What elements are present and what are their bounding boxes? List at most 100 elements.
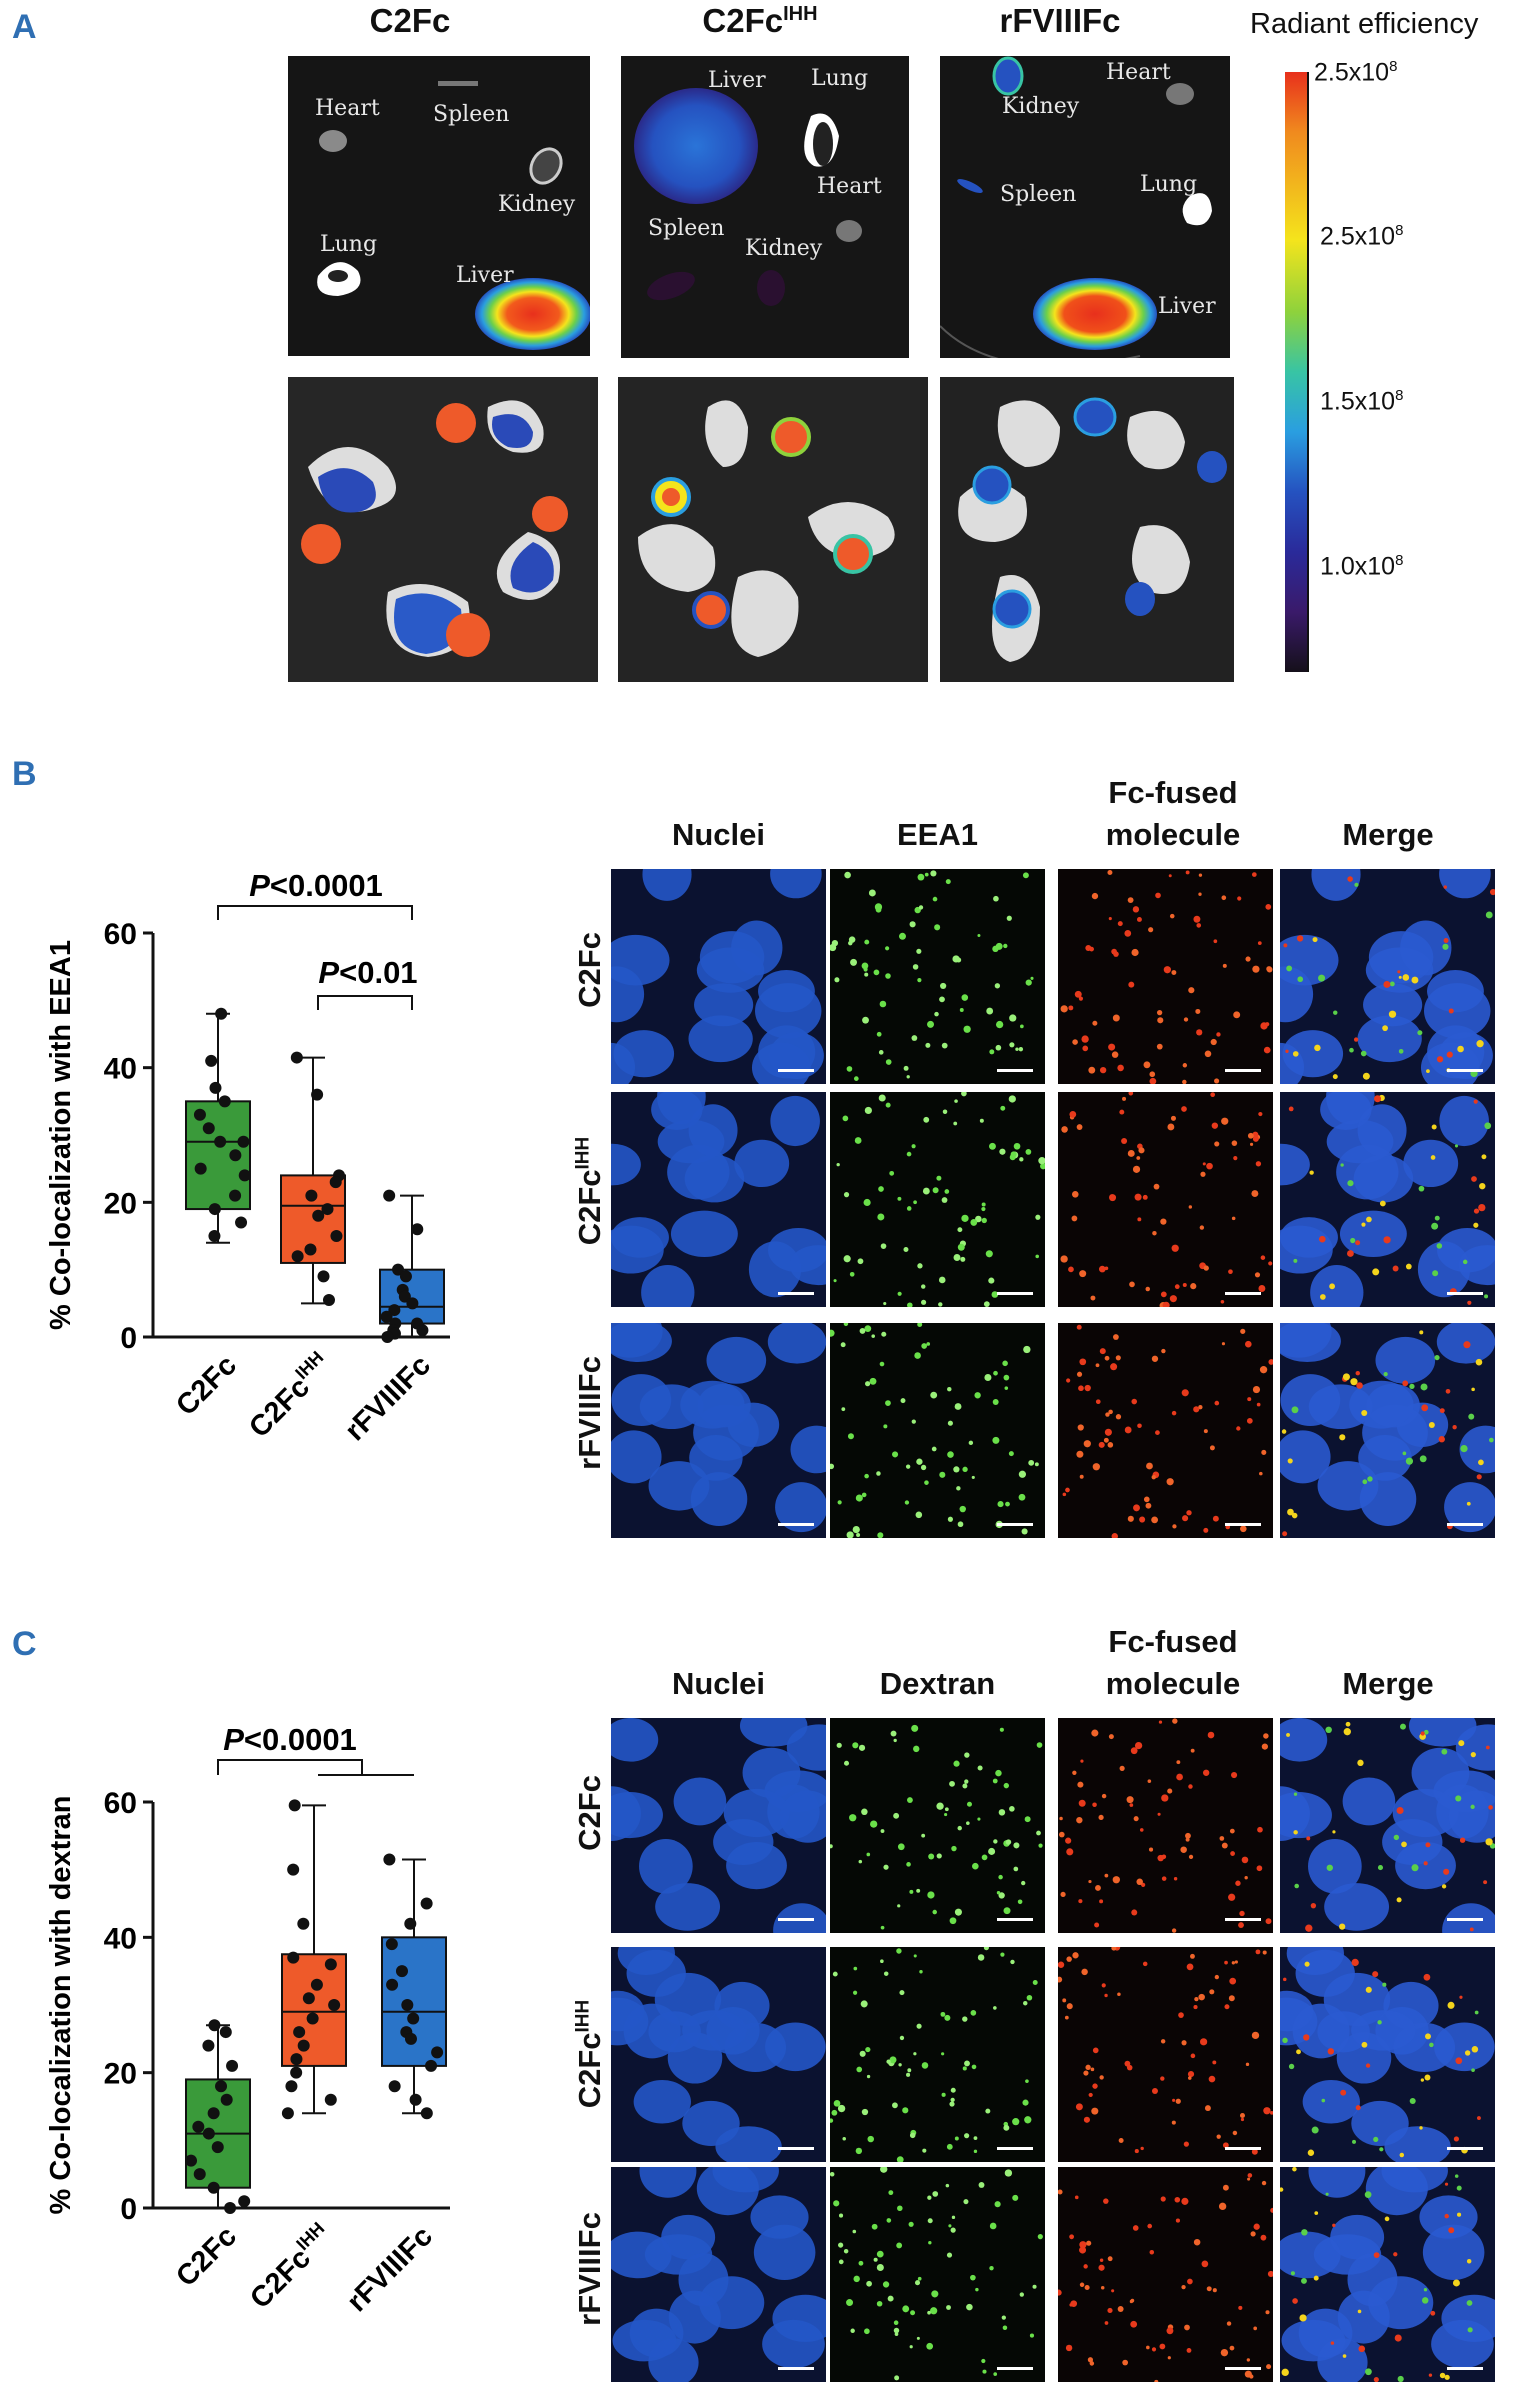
fluorescent-puncta [1203, 1265, 1209, 1271]
fluorescent-puncta [966, 2303, 973, 2311]
data-point [207, 2107, 220, 2120]
fluorescent-puncta [1467, 1300, 1472, 1305]
organ-label-lung: Lung [811, 66, 869, 91]
fluorescent-puncta [1170, 1115, 1176, 1121]
data-point [290, 1051, 303, 1064]
fluorescent-puncta [1035, 1214, 1041, 1220]
fluorescent-puncta [859, 2050, 866, 2057]
fluorescent-puncta [1074, 2195, 1079, 2200]
fluorescent-puncta [1090, 2067, 1095, 2072]
fluorescent-puncta [1025, 979, 1032, 986]
scale-bar [1447, 1918, 1483, 1921]
fluorescent-puncta [962, 1466, 968, 1473]
nucleus [779, 1790, 826, 1843]
fluorescent-puncta [966, 1821, 970, 1825]
fluorescent-puncta [1342, 2354, 1347, 2358]
fluorescent-puncta [1004, 1386, 1009, 1390]
fluorescent-puncta [1062, 1998, 1067, 2003]
fluorescent-puncta [1188, 1784, 1193, 1789]
fluorescent-puncta [877, 1532, 884, 1538]
fluorescent-puncta [909, 2345, 913, 2349]
colorbar-tick-2: 2.5x108 [1320, 222, 1404, 251]
fluorescent-puncta [1431, 1124, 1437, 1130]
fluorescent-puncta [1453, 2136, 1460, 2142]
fluorescent-puncta [951, 2215, 956, 2220]
fluorescent-puncta [1249, 2374, 1254, 2379]
fluorescent-puncta [1026, 1994, 1033, 2001]
fluorescent-puncta [1339, 1923, 1346, 1930]
fluorescent-puncta [1068, 1266, 1074, 1273]
panel-a-label: A [12, 8, 37, 46]
organ-label-spleen: Spleen [648, 216, 725, 241]
nucleus [790, 1425, 826, 1474]
fluorescent-puncta [861, 1492, 867, 1498]
fluorescent-puncta [1400, 1723, 1406, 1730]
fluorescent-puncta [852, 1525, 860, 1534]
fluorescent-puncta [931, 2290, 939, 2298]
fluorescent-puncta [1456, 2212, 1462, 2217]
fluorescent-puncta [898, 932, 906, 940]
fluorescent-puncta [995, 1020, 1004, 1029]
fluorescent-puncta [1257, 1826, 1263, 1833]
fluorescent-puncta [1212, 1515, 1219, 1522]
fluorescent-puncta [1074, 990, 1082, 998]
fluorescent-puncta [893, 1812, 900, 1819]
fluorescent-puncta [893, 2320, 899, 2326]
fluorescent-puncta [1282, 2037, 1288, 2044]
fluorescent-puncta [915, 1511, 923, 1519]
fluorescent-puncta [1012, 2118, 1020, 2126]
fluorescent-puncta [1149, 1071, 1156, 1078]
fluorescent-puncta [1035, 1254, 1040, 1259]
fluorescent-puncta [1038, 1157, 1045, 1165]
fluorescent-puncta [1467, 2327, 1473, 2333]
micrograph-drawing [830, 2167, 1043, 2381]
fluorescent-puncta [1394, 2334, 1402, 2342]
fluorescent-puncta [1311, 2126, 1319, 2134]
nucleus [641, 1265, 695, 1307]
micrograph-gridC-r2-c2 [830, 1947, 1045, 2162]
fluorescent-puncta [903, 1065, 909, 1071]
fluorescent-puncta [1013, 1842, 1020, 1849]
fluorescent-puncta [916, 2023, 922, 2029]
fluorescent-puncta [1065, 1487, 1070, 1493]
fluorescent-puncta [1216, 1032, 1221, 1037]
fluorescent-puncta [1163, 966, 1171, 974]
data-point [311, 1088, 324, 1101]
fluorescent-puncta [913, 2052, 917, 2056]
fluorescent-puncta [1066, 1956, 1072, 1962]
nucleus [689, 1435, 743, 1481]
data-point [202, 2127, 215, 2140]
fluorescent-puncta [1377, 2020, 1382, 2025]
scale-bar [778, 1069, 814, 1072]
fluorescent-puncta [833, 2200, 840, 2207]
fluorescent-puncta [957, 1227, 963, 1233]
nucleus [611, 1143, 641, 1186]
fluorescent-puncta [911, 1035, 918, 1041]
fluorescent-puncta [1168, 874, 1172, 878]
fluorescent-puncta [1151, 1355, 1159, 1362]
fluorescent-puncta [1229, 1828, 1235, 1834]
data-point [385, 1938, 398, 1951]
fluorescent-puncta [1162, 1301, 1170, 1307]
fluorescent-puncta [1420, 2078, 1425, 2082]
fluorescent-puncta [922, 1187, 930, 1195]
y-tick-label: 40 [104, 1922, 137, 1955]
fluorescent-puncta [1130, 2320, 1138, 2328]
fluorescent-puncta [1122, 2359, 1129, 2366]
fluorescent-puncta [864, 972, 869, 977]
fluorescent-puncta [1366, 1216, 1372, 1223]
fluorescent-puncta [903, 1247, 909, 1253]
micrograph-drawing [1060, 869, 1273, 1084]
scale-bar [1447, 2367, 1483, 2370]
fluorescent-puncta [1149, 1077, 1157, 1084]
fluorescent-puncta [959, 1505, 966, 1513]
fluorescent-puncta [1000, 1105, 1006, 1111]
fluorescent-puncta [953, 1760, 960, 1767]
fluorescent-puncta [1076, 1371, 1083, 1377]
fluorescent-puncta [847, 1433, 854, 1440]
fluorescent-puncta [846, 1066, 853, 1072]
fluorescent-puncta [921, 1299, 927, 1305]
fluorescent-puncta [911, 1419, 916, 1424]
fluorescent-puncta [1083, 2116, 1090, 2123]
fetus-image-c2fc-ihh-drawing [638, 400, 895, 657]
